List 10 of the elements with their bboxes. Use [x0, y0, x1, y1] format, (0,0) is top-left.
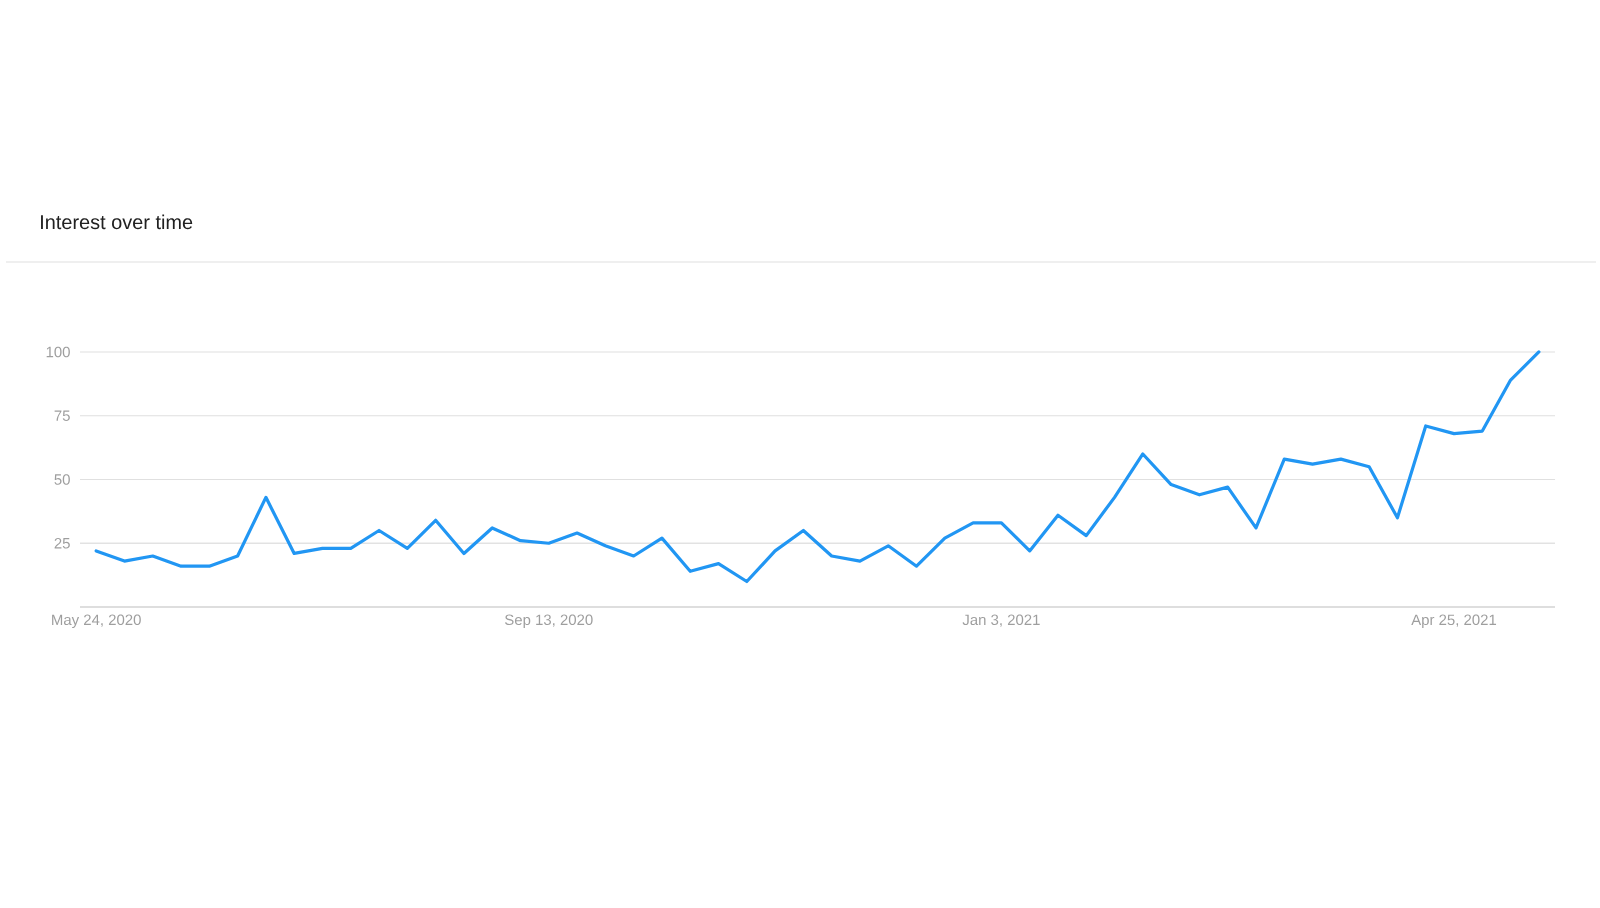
- y-tick-label: 75: [54, 410, 70, 421]
- x-tick-label: May 24, 2020: [52, 614, 141, 629]
- chart-title: Interest over time: [41, 214, 193, 230]
- x-tick-label: Jan 3, 2021: [962, 614, 1040, 627]
- y-tick-label: 25: [54, 537, 70, 549]
- x-tick-label: Sep 13, 2020: [505, 614, 593, 629]
- y-tick-label: 50: [54, 474, 70, 485]
- y-tick-label: 100: [46, 346, 70, 358]
- x-tick-label: Apr 25, 2021: [1411, 614, 1497, 629]
- line-series: [94, 350, 1541, 584]
